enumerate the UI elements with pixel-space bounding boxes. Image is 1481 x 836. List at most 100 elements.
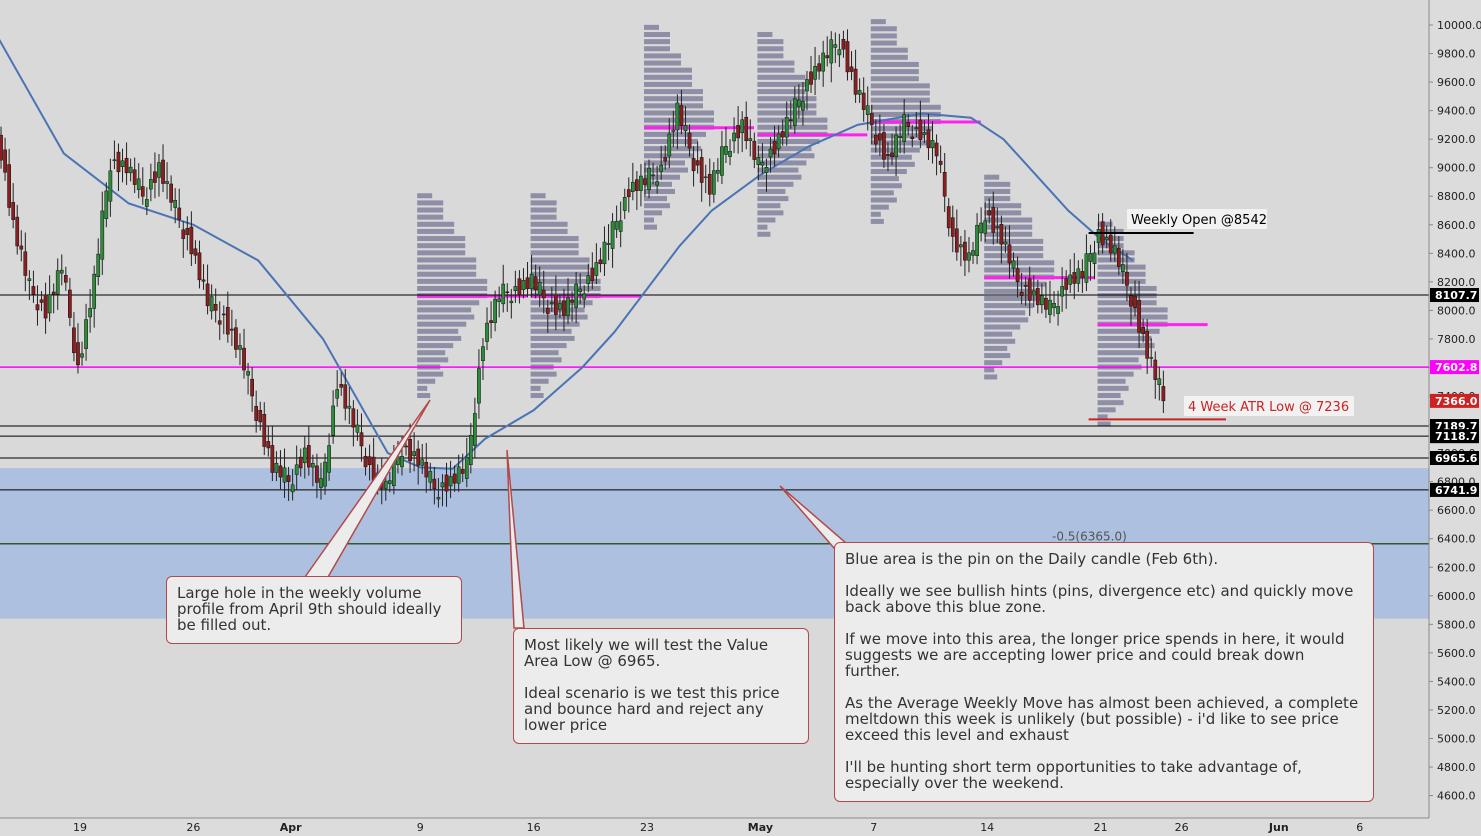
volume-bar <box>417 343 454 349</box>
candle-body <box>582 293 587 300</box>
candle-body <box>274 462 279 473</box>
volume-bar <box>1097 221 1113 227</box>
candle-body <box>387 480 392 484</box>
candle-body <box>740 119 745 134</box>
candle-body <box>400 455 404 468</box>
candle-body <box>570 299 574 303</box>
candle <box>197 240 202 289</box>
volume-bar <box>417 193 433 199</box>
candle-body <box>460 469 465 474</box>
volume-bar <box>870 97 930 103</box>
candle-body <box>315 465 319 483</box>
candle <box>258 401 263 431</box>
candle-body <box>1048 299 1052 315</box>
candle-body <box>869 113 874 126</box>
candle <box>541 270 546 314</box>
candle <box>43 282 48 334</box>
volume-bar <box>870 104 941 110</box>
candle-body <box>691 158 696 172</box>
candle-body <box>711 170 716 195</box>
candle-body <box>428 471 433 483</box>
volume-bar <box>417 228 455 234</box>
candle-body <box>659 164 664 172</box>
candle <box>756 145 761 181</box>
candle <box>594 243 599 285</box>
candle <box>1019 272 1024 305</box>
y-tick-label: 5200.0 <box>1437 704 1476 717</box>
candle-body <box>902 114 907 142</box>
candle <box>173 188 178 224</box>
candle-body <box>768 148 773 158</box>
candle-body <box>821 52 826 72</box>
candle <box>140 167 145 205</box>
candle <box>918 100 923 149</box>
volume-bar <box>984 224 1033 230</box>
y-tick-label: 8400.0 <box>1437 247 1476 260</box>
candle-body <box>971 250 975 256</box>
candle-body <box>756 157 761 165</box>
volume-bar <box>984 345 1008 351</box>
candle-body <box>930 140 935 149</box>
volume-bar <box>984 260 1055 266</box>
candle <box>574 271 578 324</box>
price-level-label: 6965.6 <box>1435 452 1478 465</box>
candle-body <box>865 105 870 116</box>
candle-body <box>270 445 275 473</box>
candle-body <box>355 424 360 433</box>
volume-bar <box>757 67 795 73</box>
candle-body <box>367 456 372 466</box>
volume-bar <box>870 197 897 203</box>
candle <box>412 432 416 472</box>
candle-body <box>724 146 728 155</box>
candle <box>456 454 461 492</box>
volume-bar <box>1097 271 1146 277</box>
candle <box>355 409 360 441</box>
candle <box>468 423 473 474</box>
candle-body <box>327 445 331 473</box>
candle <box>946 197 951 237</box>
candle-body <box>1104 237 1109 241</box>
candle-body <box>120 160 125 167</box>
candle-body <box>436 497 441 500</box>
candle-body <box>23 251 28 276</box>
volume-bar <box>984 295 1042 301</box>
candle-body <box>780 131 785 138</box>
candle <box>630 162 635 201</box>
candle <box>861 77 866 122</box>
candle-body <box>104 190 109 219</box>
candle-body <box>707 174 712 195</box>
candle-body <box>136 178 141 190</box>
volume-bar <box>644 89 703 95</box>
candle-body <box>35 304 40 311</box>
candle <box>47 275 52 322</box>
candle <box>643 162 647 197</box>
fib-level-label: -0.5(6365.0) <box>1052 530 1127 544</box>
candle <box>505 283 510 312</box>
candle-body <box>760 162 765 166</box>
volume-bar <box>757 153 815 159</box>
candle-body <box>537 282 542 296</box>
volume-bar <box>984 324 1021 330</box>
candle <box>509 288 514 319</box>
candle <box>703 164 708 194</box>
candle-body <box>679 105 684 126</box>
candle <box>566 278 570 325</box>
candle <box>809 56 813 93</box>
candle <box>238 333 242 366</box>
y-tick-label: 8200.0 <box>1437 276 1476 289</box>
candle-body <box>517 278 522 296</box>
volume-bar <box>530 385 541 391</box>
candle <box>72 312 76 362</box>
volume-bar <box>757 89 806 95</box>
candle-body <box>157 162 161 178</box>
volume-bar <box>417 200 444 206</box>
candle <box>343 369 348 421</box>
volume-bar <box>530 200 557 206</box>
volume-bar <box>870 47 908 53</box>
y-tick-label: 10000.0 <box>1437 19 1481 32</box>
candle-body <box>792 98 797 126</box>
candle-body <box>934 142 939 157</box>
candle-body <box>938 160 943 165</box>
volume-bar <box>1097 278 1146 284</box>
